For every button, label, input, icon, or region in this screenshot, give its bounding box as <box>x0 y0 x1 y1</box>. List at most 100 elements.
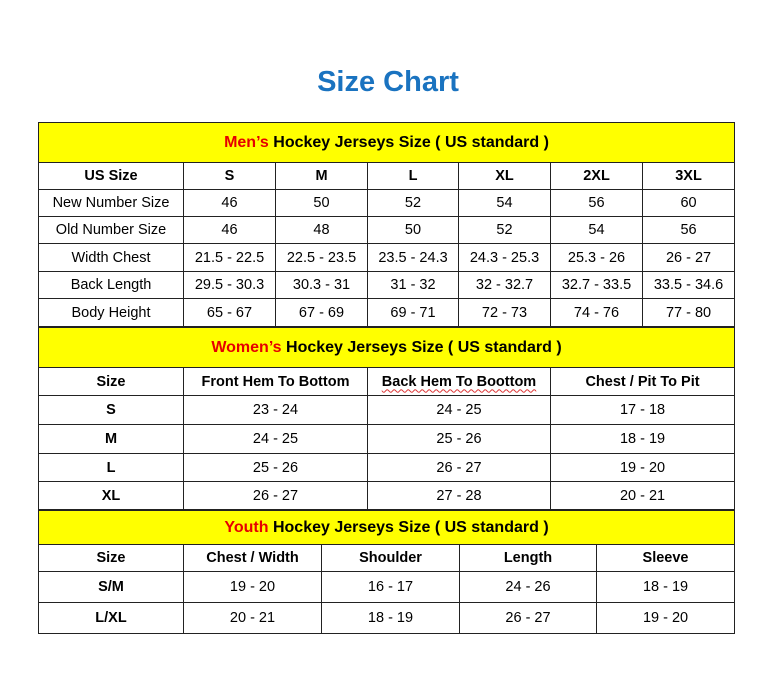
youth-section-heading: Youth Hockey Jerseys Size ( US standard … <box>37 510 736 545</box>
table-cell: 56 <box>550 189 643 217</box>
table-cell: 19 - 20 <box>549 453 736 482</box>
table-cell: 74 - 76 <box>550 298 643 327</box>
table-row: S/M 19 - 20 16 - 17 24 - 26 18 - 19 <box>38 571 736 603</box>
table-cell: 18 - 19 <box>321 602 460 634</box>
column-header-label: Length <box>503 550 553 566</box>
column-header-label: Size <box>96 373 126 390</box>
row-label: S <box>38 395 184 425</box>
table-row: New Number Size 46 50 52 54 56 60 <box>38 189 736 217</box>
table-cell: 26 - 27 <box>367 453 551 482</box>
heading-text: Hockey Jerseys Size ( US standard ) <box>268 518 549 536</box>
table-cell: 50 <box>367 216 459 244</box>
table-cell: 67 - 69 <box>275 298 368 327</box>
table-cell: 20 - 21 <box>183 602 322 634</box>
heading-highlight: Youth <box>224 518 269 536</box>
column-header: 2XL <box>550 162 643 190</box>
column-header: Shoulder <box>321 544 460 572</box>
table-cell: 60 <box>641 189 736 217</box>
row-label: L/XL <box>38 602 184 634</box>
table-row: L 25 - 26 26 - 27 19 - 20 <box>38 453 736 482</box>
table-cell: 65 - 67 <box>183 298 276 327</box>
row-label: Body Height <box>38 298 184 327</box>
column-header-row: Size Chest / Width Shoulder Length Sleeve <box>38 544 736 572</box>
table-cell: 26 - 27 <box>183 481 368 510</box>
table-cell: 25.3 - 26 <box>550 243 643 272</box>
column-header: Length <box>459 544 597 572</box>
column-header-row: Size Front Hem To Bottom Back Hem To Boott… <box>38 367 736 396</box>
table-cell: 33.5 - 34.6 <box>641 271 736 299</box>
column-header-label: 2XL <box>583 168 610 184</box>
heading-text: Hockey Jerseys Size ( US standard ) <box>281 338 562 356</box>
table-cell: 24 - 25 <box>367 395 551 425</box>
table-cell: 23 - 24 <box>183 395 368 425</box>
table-cell: 22.5 - 23.5 <box>275 243 368 272</box>
column-header-label: 3XL <box>675 168 702 184</box>
column-header: L <box>367 162 459 190</box>
column-header-label: Size <box>96 550 126 566</box>
table-cell: 18 - 19 <box>549 424 736 454</box>
table-row: L/XL 20 - 21 18 - 19 26 - 27 19 - 20 <box>38 602 736 634</box>
column-header-label: S <box>224 168 235 184</box>
row-label: Width Chest <box>38 243 184 272</box>
men-size-table: Men’s Hockey Jerseys Size ( US standard … <box>37 122 736 327</box>
column-header-label: XL <box>495 168 514 184</box>
table-row: Old Number Size 46 48 50 52 54 56 <box>38 216 736 244</box>
table-cell: 17 - 18 <box>549 395 736 425</box>
table-cell: 29.5 - 30.3 <box>183 271 276 299</box>
table-cell: 21.5 - 22.5 <box>183 243 276 272</box>
column-header: Chest / Pit To Pit <box>549 367 736 396</box>
column-header-label: Back Hem To Boottom <box>381 373 537 390</box>
size-chart-sheet: Men’s Hockey Jerseys Size ( US standard … <box>37 122 736 634</box>
table-cell: 30.3 - 31 <box>275 271 368 299</box>
youth-size-table: Youth Hockey Jerseys Size ( US standard … <box>37 510 736 634</box>
column-header-label: M <box>315 168 328 184</box>
heading-highlight: Women’s <box>211 338 282 356</box>
row-label: L <box>38 453 184 482</box>
table-cell: 26 - 27 <box>641 243 736 272</box>
men-section-heading: Men’s Hockey Jerseys Size ( US standard … <box>37 122 736 163</box>
row-label: New Number Size <box>38 189 184 217</box>
row-label: S/M <box>38 571 184 603</box>
column-header-label: Shoulder <box>359 550 422 566</box>
column-header: M <box>275 162 368 190</box>
table-cell: 52 <box>458 216 551 244</box>
table-cell: 72 - 73 <box>458 298 551 327</box>
table-cell: 48 <box>275 216 368 244</box>
table-cell: 24 - 25 <box>183 424 368 454</box>
table-row: Width Chest 21.5 - 22.5 22.5 - 23.5 23.5 - … <box>38 243 736 272</box>
column-header: Back Hem To Boottom <box>367 367 551 396</box>
column-header-label: L <box>408 168 418 184</box>
column-header: Chest / Width <box>183 544 322 572</box>
column-header-label: Front Hem To Bottom <box>201 373 350 390</box>
table-row: S 23 - 24 24 - 25 17 - 18 <box>38 395 736 425</box>
column-header: Front Hem To Bottom <box>183 367 368 396</box>
heading-highlight: Men’s <box>224 133 269 151</box>
table-cell: 19 - 20 <box>595 602 736 634</box>
column-header: Size <box>38 544 184 572</box>
table-cell: 77 - 80 <box>641 298 736 327</box>
page-title: Size Chart <box>317 66 459 98</box>
table-cell: 27 - 28 <box>367 481 551 510</box>
table-cell: 19 - 20 <box>183 571 322 603</box>
column-header-label: Chest / Pit To Pit <box>585 373 700 390</box>
table-cell: 25 - 26 <box>183 453 368 482</box>
table-row: XL 26 - 27 27 - 28 20 - 21 <box>38 481 736 510</box>
table-cell: 52 <box>367 189 459 217</box>
column-header: US Size <box>38 162 184 190</box>
column-header-row: US Size S M L XL 2XL 3XL <box>38 162 736 190</box>
table-cell: 32 - 32.7 <box>458 271 551 299</box>
table-cell: 20 - 21 <box>549 481 736 510</box>
column-header-label: Sleeve <box>642 550 689 566</box>
table-cell: 46 <box>183 216 276 244</box>
heading-text: Hockey Jerseys Size ( US standard ) <box>268 133 549 151</box>
column-header-label: US Size <box>84 168 138 184</box>
table-cell: 24 - 26 <box>459 571 597 603</box>
table-cell: 26 - 27 <box>459 602 597 634</box>
column-header-label: Chest / Width <box>206 550 299 566</box>
row-label: XL <box>38 481 184 510</box>
table-cell: 56 <box>641 216 736 244</box>
table-row: M 24 - 25 25 - 26 18 - 19 <box>38 424 736 454</box>
table-cell: 23.5 - 24.3 <box>367 243 459 272</box>
table-cell: 54 <box>458 189 551 217</box>
table-cell: 50 <box>275 189 368 217</box>
